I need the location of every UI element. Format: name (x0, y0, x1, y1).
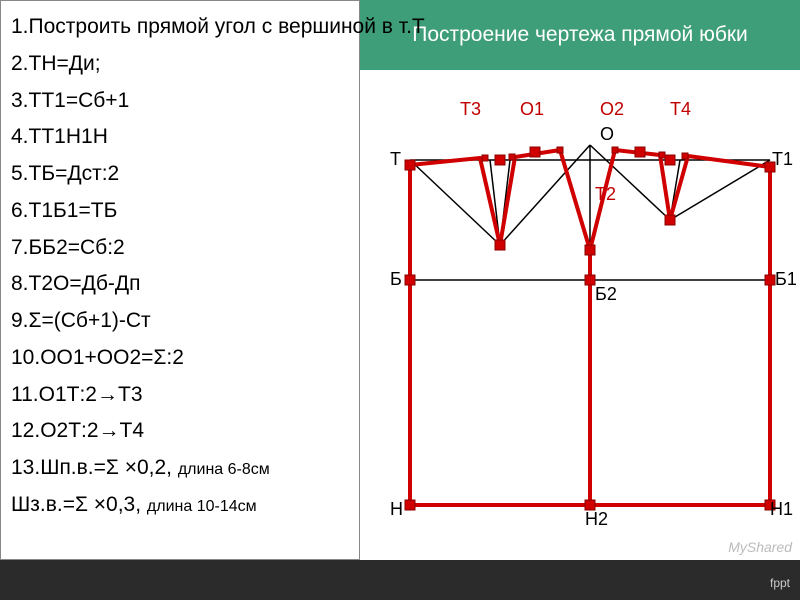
watermark: MyShared (728, 539, 792, 555)
svg-text:Т3: Т3 (460, 99, 481, 119)
svg-text:Б2: Б2 (595, 284, 617, 304)
header-title: Построение чертежа прямой юбки (360, 0, 800, 70)
step-line: 13.Шп.в.=Σ ×0,2, длина 6-8см (11, 450, 349, 487)
steps-panel: 1.Построить прямой угол с вершиной в т.Т… (0, 0, 360, 560)
step-line: 5.ТБ=Дст:2 (11, 156, 349, 193)
header-title-text: Построение чертежа прямой юбки (412, 23, 748, 47)
bottom-strip (0, 560, 800, 600)
svg-text:Н1: Н1 (770, 499, 793, 519)
step-line: 11.О1Т:2→Т3 (11, 377, 349, 414)
svg-text:Т: Т (390, 149, 401, 169)
svg-text:О: О (600, 124, 614, 144)
skirt-diagram: Т Т1 Б Б1 Б2 Н Н1 Н2 Т2 О Т3 О1 О2 Т4 (360, 70, 800, 560)
step-line: 12.О2Т:2→Т4 (11, 413, 349, 450)
step-line: 4.ТТ1Н1Н (11, 119, 349, 156)
svg-text:Т4: Т4 (670, 99, 691, 119)
svg-text:О1: О1 (520, 99, 544, 119)
svg-text:Т2: Т2 (595, 184, 616, 204)
step-line: 6.Т1Б1=ТБ (11, 193, 349, 230)
step-line: 10.ОО1+ОО2=Σ:2 (11, 340, 349, 377)
step-line: Шз.в.=Σ ×0,3, длина 10-14см (11, 487, 349, 524)
step-line: 1.Построить прямой угол с вершиной в т.Т (11, 9, 349, 46)
svg-text:Т1: Т1 (772, 149, 793, 169)
fppt-label: fppt (770, 576, 790, 590)
svg-text:Б1: Б1 (775, 269, 797, 289)
svg-text:Н2: Н2 (585, 509, 608, 529)
svg-text:Н: Н (390, 499, 403, 519)
svg-text:О2: О2 (600, 99, 624, 119)
step-line: 9.Σ=(Сб+1)-Ст (11, 303, 349, 340)
step-line: 7.ББ2=Сб:2 (11, 230, 349, 267)
step-line: 2.ТН=Ди; (11, 46, 349, 83)
step-line: 8.Т2О=Дб-Дп (11, 266, 349, 303)
diagram-svg: Т Т1 Б Б1 Б2 Н Н1 Н2 Т2 О Т3 О1 О2 Т4 (360, 70, 800, 560)
step-line: 3.ТТ1=Сб+1 (11, 83, 349, 120)
svg-text:Б: Б (390, 269, 402, 289)
